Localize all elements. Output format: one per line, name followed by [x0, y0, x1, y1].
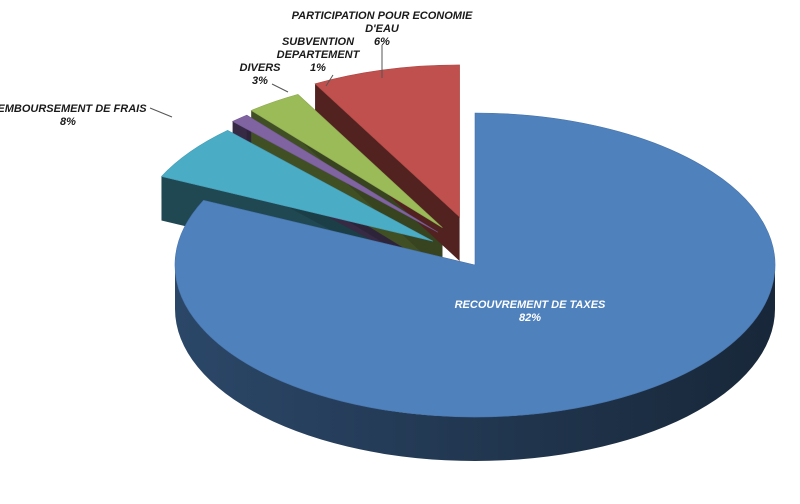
- slice-labels: RECOUVREMENT DE TAXES 82% PARTICIPATION PO…: [0, 10, 606, 324]
- slice-label-2: SUBVENTION DEPARTEMENT 1%: [277, 36, 361, 74]
- leader-line-2: [325, 74, 334, 87]
- slice-3: [250, 94, 443, 228]
- leader-line-3: [271, 83, 289, 93]
- slice-0: [174, 112, 776, 418]
- slice-wall-4-0: [315, 83, 460, 261]
- slice-label-4: REMBOURSEMENT DE FRAIS 8%: [0, 103, 147, 128]
- slice-side-0: [175, 265, 775, 461]
- slice-label-1: PARTICIPATION POUR ECONOMIE D'EAU 6%: [292, 10, 473, 48]
- leader-lines: [149, 45, 383, 118]
- slice-label-3: DIVERS 3%: [240, 62, 282, 87]
- slice-label-0: RECOUVREMENT DE TAXES 82%: [455, 299, 606, 324]
- leader-line-4: [149, 107, 173, 118]
- slice-1: [160, 130, 434, 242]
- slice-2: [231, 114, 439, 233]
- slice-4: [314, 64, 460, 218]
- slice-tops: [160, 64, 776, 418]
